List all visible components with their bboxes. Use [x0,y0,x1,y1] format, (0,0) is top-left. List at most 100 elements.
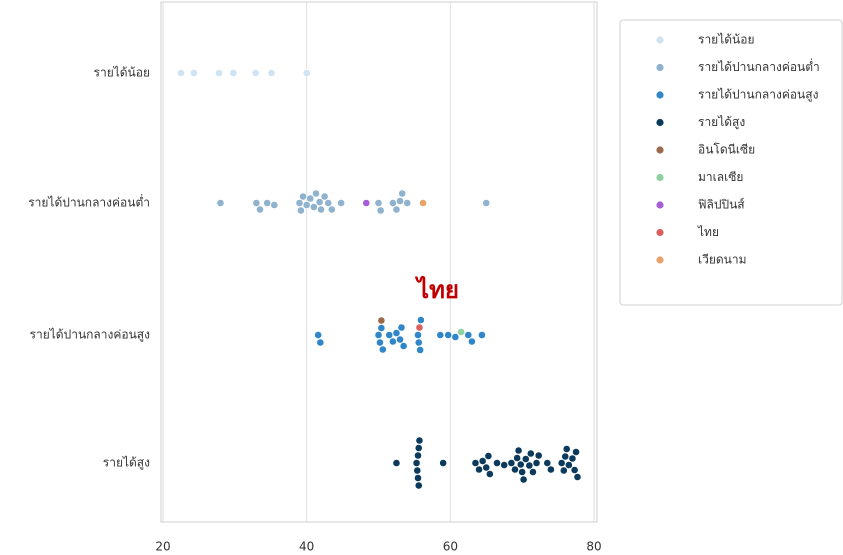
data-point [376,206,385,215]
data-point [337,199,346,207]
data-point [514,446,523,455]
data-point [385,331,394,339]
data-point [374,199,383,207]
x-tick-label: 80 [586,540,601,554]
legend-label: ฟิลิปปินส์ [698,198,745,212]
data-point [320,192,329,201]
legend-marker [656,146,664,154]
data-point [295,199,304,207]
plot-frame [160,1,598,523]
data-point [516,460,525,469]
y-tick-label: รายได้น้อย [94,66,150,80]
data-point [529,468,537,476]
data-point [467,337,476,346]
data-point [270,201,279,209]
data-point [399,342,408,350]
data-point [464,331,473,339]
data-point [451,333,460,341]
data-point [500,461,509,469]
data-point [534,451,543,460]
legend-label: มาเลเซีย [698,170,743,184]
data-point [252,199,261,207]
data-point [513,454,522,462]
legend-label: รายได้สูง [698,115,745,130]
data-point [416,316,425,324]
data-point [562,445,571,453]
legend-marker [656,173,664,182]
data-point [256,205,264,214]
data-point [177,69,185,77]
data-point [189,69,198,77]
data-point [396,197,404,205]
data-point [444,331,453,339]
data-point [414,338,423,347]
legend-label: รายได้น้อย [698,33,754,47]
legend-label: เวียดนาม [698,253,747,267]
data-point [414,451,422,460]
data-point [570,466,579,474]
data-point [521,455,530,463]
data-point [414,481,423,490]
data-point [475,465,483,474]
data-point [302,69,311,77]
data-point [507,459,516,467]
data-point [314,331,323,339]
legend-marker [656,228,664,237]
data-point [327,205,336,214]
legend-marker [656,36,664,44]
data-point [378,345,387,354]
x-tick-label: 60 [443,540,458,554]
data-point [415,436,424,445]
data-point [315,198,324,206]
data-point [376,338,384,347]
data-point [362,199,371,207]
data-point [403,199,412,207]
data-point [482,199,491,207]
data-point [251,69,260,77]
data-point [415,323,424,332]
y-tick-label: รายได้ปานกลางค่อนสูง [30,328,150,343]
data-point [457,328,466,336]
data-point [397,323,406,332]
data-point [316,338,325,347]
data-point [396,335,404,344]
data-point [215,69,223,77]
data-point [412,459,421,467]
data-point [485,470,494,478]
data-point [568,454,577,463]
data-point [559,466,568,475]
legend-marker [656,256,664,264]
data-point [518,468,527,476]
legend-box [619,19,843,306]
data-point [377,316,386,325]
data-point [557,459,566,467]
y-tick-label: รายได้สูง [103,456,150,471]
data-point [324,199,333,207]
legend-marker [656,201,664,209]
legend-label: ไทย [697,225,719,239]
data-point [388,199,397,207]
data-point [299,192,307,201]
data-point [216,199,225,207]
data-point [414,474,422,482]
data-point [525,461,534,470]
data-point [414,444,423,452]
data-point [302,201,311,209]
data-point [297,206,305,215]
data-point [471,459,480,467]
legend-label: อินโดนีเซีย [698,143,755,157]
data-point [392,459,401,467]
data-point [493,459,501,467]
data-point [526,449,535,458]
data-point [312,189,320,198]
data-point [229,69,238,77]
data-point [392,205,401,214]
x-tick-label: 40 [299,540,314,554]
data-point [543,459,552,467]
data-point [306,194,315,203]
data-point [413,466,422,475]
legend-label: รายได้ปานกลางค่อนสูง [698,88,818,103]
data-point [478,457,487,465]
data-point [416,346,425,354]
data-point [267,69,276,77]
